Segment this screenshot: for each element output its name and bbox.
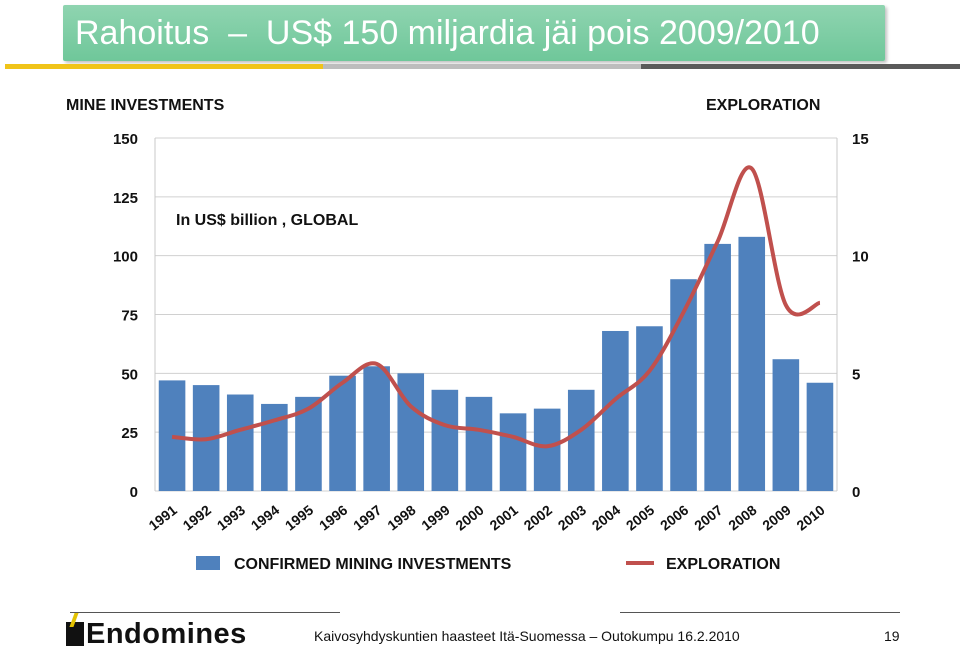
legend-swatch-bars bbox=[196, 556, 220, 570]
x-tick-label: 2003 bbox=[555, 502, 590, 534]
x-tick-label: 1998 bbox=[384, 502, 419, 534]
x-tick-label: 1997 bbox=[350, 502, 385, 534]
y-tick-right: 10 bbox=[852, 249, 869, 266]
bar bbox=[568, 390, 595, 491]
bar bbox=[704, 244, 731, 491]
y-tick-left: 75 bbox=[121, 308, 138, 325]
y-tick-left: 0 bbox=[130, 484, 138, 501]
legend-label-line: EXPLORATION bbox=[666, 556, 780, 573]
bar bbox=[534, 409, 561, 491]
x-tick-label: 1992 bbox=[180, 502, 215, 534]
y-tick-left: 50 bbox=[121, 366, 138, 383]
y-tick-left: 125 bbox=[113, 190, 138, 207]
bar bbox=[363, 366, 390, 491]
bar bbox=[227, 395, 254, 491]
x-tick-label: 1991 bbox=[145, 502, 180, 534]
y-tick-left: 150 bbox=[113, 131, 138, 148]
footer-rule-left bbox=[70, 612, 340, 613]
bar bbox=[807, 383, 834, 491]
x-tick-label: 2007 bbox=[691, 502, 726, 534]
y-tick-right: 5 bbox=[852, 366, 860, 383]
x-tick-label: 1993 bbox=[214, 502, 249, 534]
x-tick-label: 2009 bbox=[759, 502, 794, 534]
x-tick-label: 2008 bbox=[725, 502, 760, 534]
bar bbox=[432, 390, 459, 491]
y-tick-left: 25 bbox=[121, 425, 138, 442]
x-tick-label: 2002 bbox=[521, 502, 556, 534]
company-logo: Endomines bbox=[66, 620, 247, 648]
legend-label-bars: CONFIRMED MINING INVESTMENTS bbox=[234, 556, 512, 573]
x-tick-label: 2010 bbox=[793, 502, 828, 534]
footer-caption: Kaivosyhdyskuntien haasteet Itä-Suomessa… bbox=[314, 628, 740, 644]
x-tick-label: 2005 bbox=[623, 502, 658, 534]
units-note: In US$ billion , GLOBAL bbox=[176, 212, 358, 230]
x-tick-label: 1999 bbox=[418, 502, 453, 534]
x-tick-label: 2000 bbox=[452, 502, 487, 534]
x-tick-label: 2006 bbox=[657, 502, 692, 534]
bar bbox=[329, 376, 356, 491]
bar bbox=[500, 413, 527, 491]
x-tick-label: 1994 bbox=[248, 502, 283, 534]
bar bbox=[773, 359, 800, 491]
y-tick-left: 100 bbox=[113, 249, 138, 266]
footer-rule-right bbox=[620, 612, 900, 613]
bar bbox=[397, 373, 424, 491]
bar bbox=[466, 397, 493, 491]
x-tick-label: 2004 bbox=[589, 502, 624, 534]
x-tick-label: 1996 bbox=[316, 502, 351, 534]
y-tick-right: 0 bbox=[852, 484, 860, 501]
bar bbox=[636, 326, 663, 491]
logo-text: Endomines bbox=[86, 618, 247, 651]
logo-mark-icon bbox=[66, 622, 84, 646]
page-number: 19 bbox=[884, 628, 900, 644]
y-tick-right: 15 bbox=[852, 131, 869, 148]
bar bbox=[159, 380, 186, 491]
x-tick-label: 1995 bbox=[282, 502, 317, 534]
x-tick-label: 2001 bbox=[486, 502, 521, 534]
bar bbox=[738, 237, 765, 491]
bar bbox=[602, 331, 629, 491]
